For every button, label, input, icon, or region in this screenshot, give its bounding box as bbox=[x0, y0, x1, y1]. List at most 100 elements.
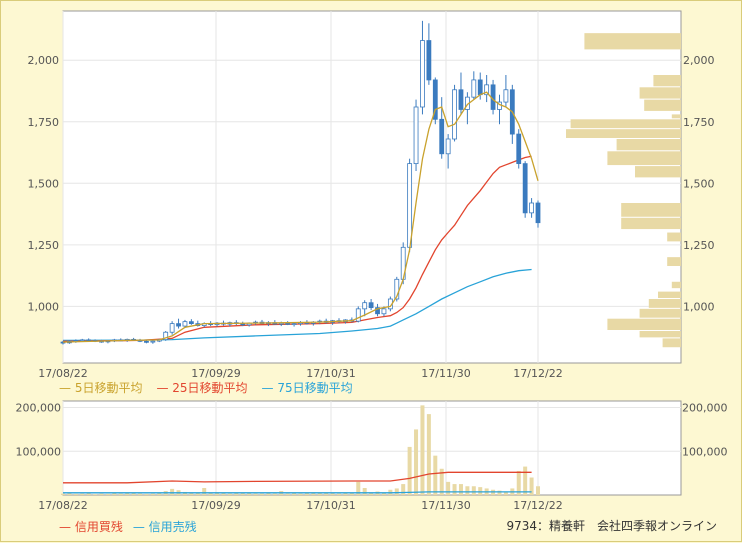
volume-bar bbox=[105, 493, 110, 495]
candle-body bbox=[355, 308, 361, 322]
volume-bar bbox=[61, 493, 65, 495]
legend-ma-0: — 5日移動平均 bbox=[59, 381, 142, 395]
candle-body bbox=[163, 331, 169, 341]
volume-x-tick: 17/12/22 bbox=[513, 499, 562, 512]
price-y-tick-right: 2,000 bbox=[683, 54, 715, 67]
volume-bar bbox=[298, 493, 303, 495]
volume-bar bbox=[414, 429, 419, 495]
volume-bar bbox=[458, 484, 463, 495]
volume-profile-bar bbox=[658, 291, 681, 298]
volume-bar bbox=[118, 493, 123, 495]
volume-bar bbox=[215, 492, 220, 495]
candle-body bbox=[176, 323, 181, 327]
volume-bar bbox=[324, 492, 329, 495]
price-x-tick: 17/10/31 bbox=[306, 367, 355, 380]
volume-bar bbox=[337, 493, 342, 495]
volume-x-tick: 17/11/30 bbox=[421, 499, 470, 512]
legend-ma-2: — 75日移動平均 bbox=[262, 381, 353, 395]
volume-bar bbox=[285, 493, 290, 495]
candle-body bbox=[432, 79, 438, 120]
volume-profile-bar bbox=[566, 129, 681, 138]
candle-body bbox=[426, 40, 432, 81]
candle-body bbox=[144, 340, 149, 343]
volume-x-tick: 17/08/22 bbox=[38, 499, 87, 512]
margin-sell-line bbox=[63, 491, 532, 494]
volume-profile-bar bbox=[667, 257, 681, 266]
candle-body bbox=[477, 79, 483, 96]
volume-y-tick-right: 200,000 bbox=[682, 402, 728, 415]
volume-bar bbox=[253, 493, 258, 495]
legend-ma-1: — 25日移動平均 bbox=[156, 381, 247, 395]
volume-bar bbox=[195, 493, 200, 495]
candle-body bbox=[291, 323, 297, 326]
price-y-tick-left: 1,250 bbox=[28, 239, 60, 252]
volume-bar bbox=[362, 488, 367, 495]
volume-profile-bar bbox=[607, 318, 681, 330]
volume-x-tick: 17/09/29 bbox=[191, 499, 240, 512]
volume-profile-bar bbox=[570, 119, 681, 129]
candle-body bbox=[484, 84, 490, 96]
volume-bar bbox=[131, 493, 136, 495]
volume-bar bbox=[202, 488, 207, 495]
volume-bar bbox=[227, 493, 232, 495]
price-y-tick-left: 1,500 bbox=[28, 177, 60, 190]
volume-profile-bar bbox=[639, 87, 681, 99]
volume-bar bbox=[381, 492, 386, 495]
volume-bar bbox=[157, 493, 162, 495]
candle-body bbox=[503, 89, 509, 103]
volume-profile-bar bbox=[607, 151, 681, 166]
volume-bar bbox=[234, 493, 239, 495]
volume-bar bbox=[503, 491, 508, 495]
candle-body bbox=[535, 202, 541, 224]
price-x-tick: 17/09/29 bbox=[191, 367, 240, 380]
volume-profile-bar bbox=[644, 99, 681, 111]
margin-buy-line bbox=[63, 471, 532, 484]
volume-bar bbox=[426, 414, 431, 495]
candle-body bbox=[381, 308, 387, 315]
price-y-tick-left: 1,000 bbox=[28, 300, 60, 313]
candle-body bbox=[471, 79, 477, 98]
volume-bar bbox=[67, 493, 72, 495]
volume-bar bbox=[497, 490, 502, 495]
volume-profile-bar bbox=[639, 308, 681, 318]
candle-body bbox=[375, 307, 380, 315]
candle-body bbox=[394, 278, 400, 300]
candle-body bbox=[368, 302, 374, 309]
volume-bar bbox=[452, 484, 457, 495]
volume-bar bbox=[343, 493, 348, 495]
candle-body bbox=[86, 339, 92, 342]
volume-bar bbox=[266, 493, 271, 495]
volume-bar bbox=[311, 492, 316, 495]
price-y-tick-right: 1,750 bbox=[683, 116, 715, 129]
candle-body bbox=[285, 322, 291, 325]
volume-x-tick: 17/10/31 bbox=[306, 499, 355, 512]
candle-body bbox=[452, 89, 457, 140]
volume-bar bbox=[208, 493, 213, 495]
volume-bar bbox=[465, 486, 470, 495]
volume-bar bbox=[407, 446, 412, 495]
volume-profile-bar bbox=[639, 331, 681, 338]
legend-margin-0: — 信用買残 bbox=[59, 520, 123, 534]
volume-bar bbox=[80, 493, 85, 495]
candle-body bbox=[420, 40, 425, 108]
candle-body bbox=[445, 138, 451, 155]
price-y-tick-right: 1,000 bbox=[683, 300, 715, 313]
volume-bar bbox=[523, 466, 528, 495]
volume-bar bbox=[304, 492, 309, 495]
candle-body bbox=[188, 321, 194, 325]
volume-bar bbox=[93, 494, 98, 495]
price-y-tick-right: 1,500 bbox=[683, 177, 715, 190]
volume-profile-bar bbox=[648, 299, 681, 308]
volume-bar bbox=[292, 493, 297, 495]
volume-bar bbox=[272, 493, 277, 495]
volume-bar bbox=[144, 493, 149, 495]
volume-bar bbox=[182, 491, 187, 495]
volume-bar bbox=[317, 493, 322, 495]
volume-bar bbox=[401, 484, 406, 495]
volume-y-tick-left: 200,000 bbox=[16, 402, 62, 415]
volume-bar bbox=[259, 493, 264, 495]
volume-profile-bar bbox=[621, 203, 681, 217]
price-y-tick-left: 2,000 bbox=[28, 54, 60, 67]
